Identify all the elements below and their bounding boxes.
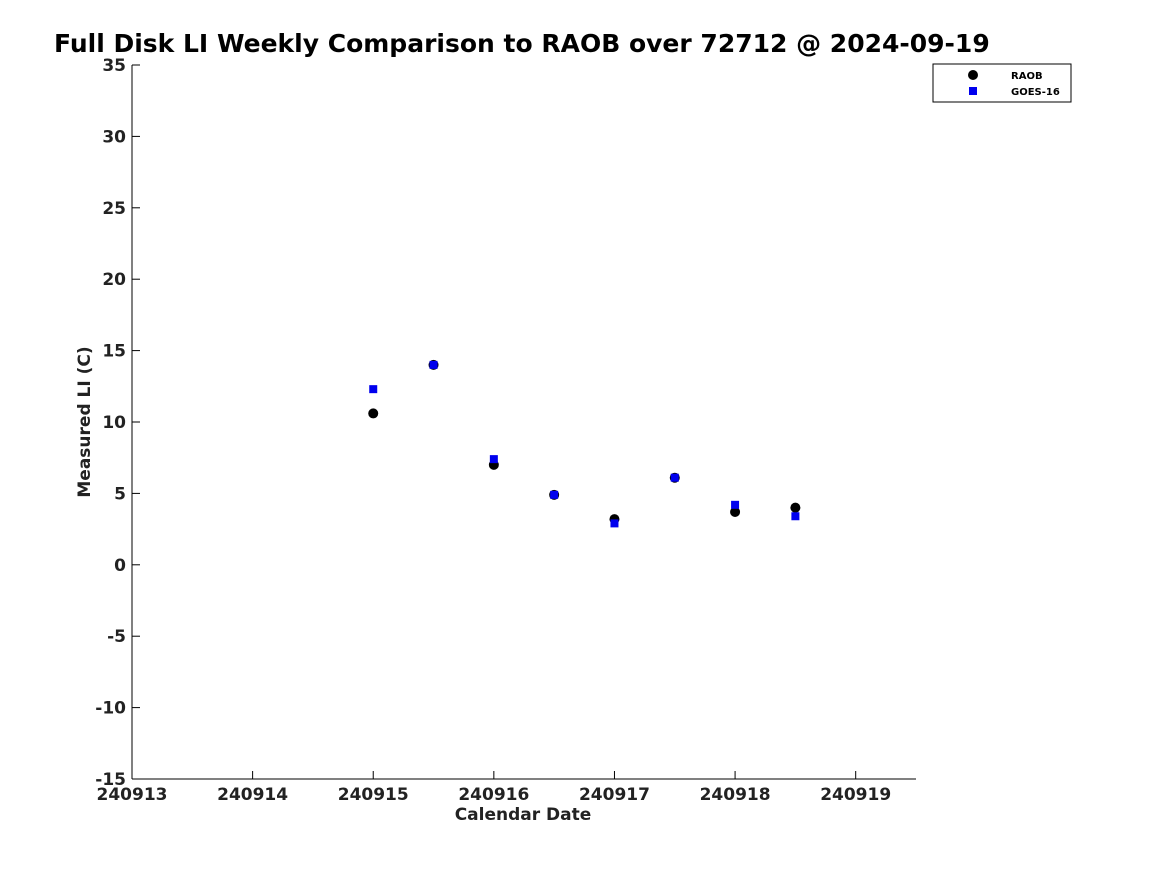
chart-title: Full Disk LI Weekly Comparison to RAOB o…: [54, 29, 990, 58]
y-tick-label: -10: [95, 699, 126, 719]
goes-16-point: [429, 360, 438, 369]
goes-16-point: [791, 512, 800, 521]
y-tick-label: -5: [107, 627, 126, 647]
x-tick-label: 240914: [217, 785, 288, 805]
legend-marker-raob: [968, 70, 978, 80]
x-tick-label: 240916: [458, 785, 529, 805]
goes-16-point: [731, 500, 740, 509]
x-tick-label: 240917: [579, 785, 650, 805]
x-tick-label: 240913: [97, 785, 168, 805]
legend: RAOB GOES-16: [932, 63, 1072, 103]
axes: [131, 65, 916, 780]
y-tick-label: 30: [102, 127, 126, 147]
y-tick-label: 0: [114, 556, 126, 576]
legend-box: [932, 63, 1072, 103]
legend-label-raob: RAOB: [1011, 71, 1043, 82]
y-tick-label: -15: [95, 770, 126, 790]
goes-16-point: [670, 473, 679, 482]
y-tick-label: 20: [102, 270, 126, 290]
goes-16-point: [369, 385, 378, 394]
y-tick-label: 5: [114, 484, 126, 504]
y-tick-label: 15: [102, 342, 126, 362]
goes-16-point: [489, 455, 498, 464]
y-tick-label: 10: [102, 413, 126, 433]
y-axis-label: Measured LI (C): [75, 346, 95, 497]
raob-point: [730, 506, 741, 517]
x-tick-label: 240918: [700, 785, 771, 805]
y-tick-label: 25: [102, 199, 126, 219]
raob-point: [368, 408, 379, 419]
y-tick-label: 35: [102, 56, 126, 76]
legend-label-goes-16: GOES-16: [1011, 87, 1060, 98]
x-axis-label: Calendar Date: [455, 805, 592, 825]
x-tick-label: 240919: [820, 785, 891, 805]
data-points: [368, 359, 801, 528]
goes-16-point: [610, 519, 619, 528]
goes-16-point: [550, 490, 559, 499]
x-tick-label: 240915: [338, 785, 409, 805]
raob-point: [790, 502, 801, 513]
legend-marker-goes-16: [969, 87, 977, 95]
